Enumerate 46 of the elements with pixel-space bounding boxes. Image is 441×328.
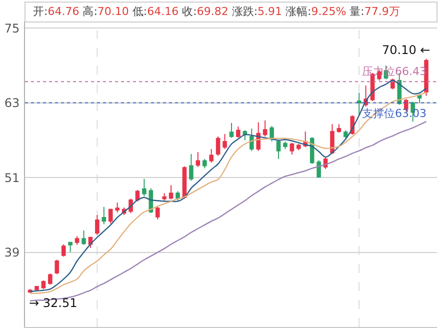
candlestick xyxy=(142,178,146,197)
candlestick xyxy=(229,122,234,138)
candlestick xyxy=(296,144,301,151)
candlestick xyxy=(189,153,194,182)
candlestick xyxy=(262,120,268,138)
candlestick xyxy=(162,192,166,202)
candlestick xyxy=(155,206,160,220)
candlestick xyxy=(344,130,348,139)
candlestick xyxy=(336,124,342,134)
candlestick xyxy=(68,242,72,253)
candlestick xyxy=(330,124,334,154)
candlestick xyxy=(108,208,113,224)
candlestick xyxy=(102,206,106,225)
candlestick xyxy=(290,142,294,156)
candlestick xyxy=(95,214,100,236)
y-tick-label: 63 xyxy=(4,96,20,110)
candlestick xyxy=(356,92,362,116)
candlestick xyxy=(202,158,207,169)
candlestick xyxy=(250,128,254,152)
candlestick xyxy=(74,236,80,246)
candlestick xyxy=(82,230,86,246)
candlestick xyxy=(236,126,240,138)
text: 开:64.76 高:70.10 低:64.16 收:69.82 涨跌:5.91 涨幅:9.25% 量:77.9万 xyxy=(33,5,400,18)
y-tick-label: 51 xyxy=(4,170,20,185)
candlestick xyxy=(61,244,66,258)
y-tick-label: 75 xyxy=(4,21,20,36)
candlestick xyxy=(216,136,220,156)
candlestick xyxy=(41,280,46,290)
candlestick xyxy=(48,272,52,286)
candlestick xyxy=(316,160,321,178)
annotation: → 32.51 xyxy=(29,296,78,310)
candlestick xyxy=(417,94,422,104)
candlestick xyxy=(168,184,174,200)
candlestick xyxy=(424,58,428,96)
candlestick xyxy=(196,152,200,168)
candlestick xyxy=(283,141,288,150)
candlestick xyxy=(115,202,120,213)
candlestick xyxy=(54,259,60,275)
candlestick xyxy=(176,190,180,202)
candlestick xyxy=(34,285,39,292)
y-tick-label: 39 xyxy=(4,246,20,260)
candlestick xyxy=(276,140,281,160)
candlestick xyxy=(209,148,214,164)
annotation: 70.10 ← xyxy=(382,43,430,57)
candlestick xyxy=(222,134,227,150)
candlestick xyxy=(270,125,274,142)
